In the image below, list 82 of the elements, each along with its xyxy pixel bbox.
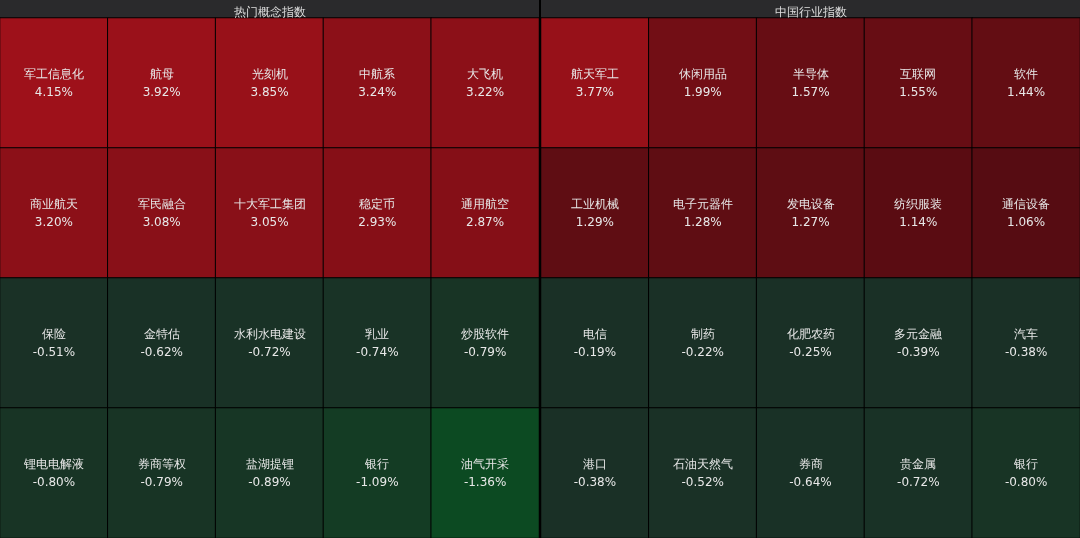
category-label: 纺织服装 (894, 197, 943, 211)
data-label: 2.87% (466, 215, 505, 229)
category-label: 通信设备 (1002, 197, 1051, 211)
category-label: 稳定币 (359, 197, 396, 211)
data-label: -0.79% (140, 475, 183, 489)
category-label: 油气开采 (461, 457, 510, 471)
data-label: 3.92% (142, 85, 181, 99)
category-label: 券商 (798, 457, 823, 471)
category-label: 休闲用品 (678, 67, 727, 81)
category-label: 金特估 (143, 327, 180, 341)
category-label: 石油天然气 (672, 457, 733, 471)
category-label: 水利水电建设 (233, 327, 306, 341)
data-label: 2.93% (358, 215, 397, 229)
data-label: -0.25% (789, 345, 832, 359)
data-label: 1.29% (575, 215, 614, 229)
data-label: 1.57% (791, 85, 830, 99)
data-label: -0.80% (1004, 475, 1048, 489)
data-label: -0.72% (248, 345, 291, 359)
data-label: -0.72% (897, 475, 940, 489)
data-label: 3.85% (250, 85, 289, 99)
data-label: -0.64% (789, 475, 832, 489)
category-label: 盐湖提锂 (245, 457, 294, 471)
data-label: 3.05% (250, 215, 289, 229)
category-label: 汽车 (1014, 327, 1039, 341)
data-label: -0.22% (681, 345, 724, 359)
category-label: 保险 (41, 327, 66, 341)
category-label: 化肥农药 (786, 327, 835, 341)
category-label: 锂电电解液 (22, 457, 84, 471)
category-label: 航天军工 (570, 67, 619, 81)
category-label: 炒股软件 (461, 327, 510, 341)
category-label: 光刻机 (251, 67, 288, 81)
data-label: 3.08% (142, 215, 181, 229)
data-label: 1.55% (899, 85, 938, 99)
category-label: 电子元器件 (672, 197, 733, 211)
data-label: -0.38% (573, 475, 617, 489)
category-label: 通用航空 (461, 197, 510, 211)
category-label: 多元金融 (894, 327, 943, 341)
data-label: 1.44% (1007, 85, 1046, 99)
category-label: 航母 (149, 67, 174, 81)
text: 中国行业指数 (774, 5, 847, 19)
data-label: -0.89% (248, 475, 291, 489)
category-label: 商业航天 (29, 197, 78, 211)
category-label: 港口 (582, 457, 607, 471)
category-label: 乳业 (365, 327, 390, 341)
data-label: -0.80% (32, 475, 76, 489)
category-label: 军民融合 (137, 197, 186, 211)
text: 热门概念指数 (233, 5, 306, 19)
data-label: 1.99% (683, 85, 722, 99)
category-label: 制药 (690, 327, 715, 341)
data-label: -1.36% (463, 475, 507, 489)
data-label: 1.27% (791, 215, 830, 229)
data-label: 3.77% (575, 85, 614, 99)
data-label: 3.20% (34, 215, 73, 229)
category-label: 十大军工集团 (233, 197, 306, 211)
data-label: -0.51% (32, 345, 76, 359)
data-label: -0.38% (1004, 345, 1048, 359)
data-label: -0.62% (140, 345, 183, 359)
category-label: 军工信息化 (23, 67, 84, 81)
category-label: 中航系 (359, 67, 396, 81)
data-label: 1.14% (899, 215, 938, 229)
category-label: 工业机械 (570, 197, 619, 211)
category-label: 券商等权 (137, 457, 186, 471)
data-label: -0.39% (897, 345, 940, 359)
data-label: -0.52% (681, 475, 724, 489)
category-label: 发电设备 (786, 197, 835, 211)
category-label: 银行 (1013, 457, 1039, 471)
category-label: 大飞机 (467, 67, 504, 81)
data-label: -1.09% (356, 475, 399, 489)
category-label: 半导体 (792, 67, 829, 81)
category-label: 电信 (582, 327, 607, 341)
data-label: -0.74% (356, 345, 399, 359)
data-label: 3.22% (466, 85, 505, 99)
data-label: 3.24% (358, 85, 397, 99)
data-label: -0.79% (463, 345, 507, 359)
data-label: 1.06% (1007, 215, 1046, 229)
category-label: 贵金属 (900, 457, 937, 471)
category-label: 软件 (1014, 67, 1039, 81)
data-label: 1.28% (683, 215, 722, 229)
data-label: 4.15% (34, 85, 73, 99)
category-label: 互联网 (900, 67, 937, 81)
category-label: 银行 (364, 457, 390, 471)
data-label: -0.19% (573, 345, 617, 359)
